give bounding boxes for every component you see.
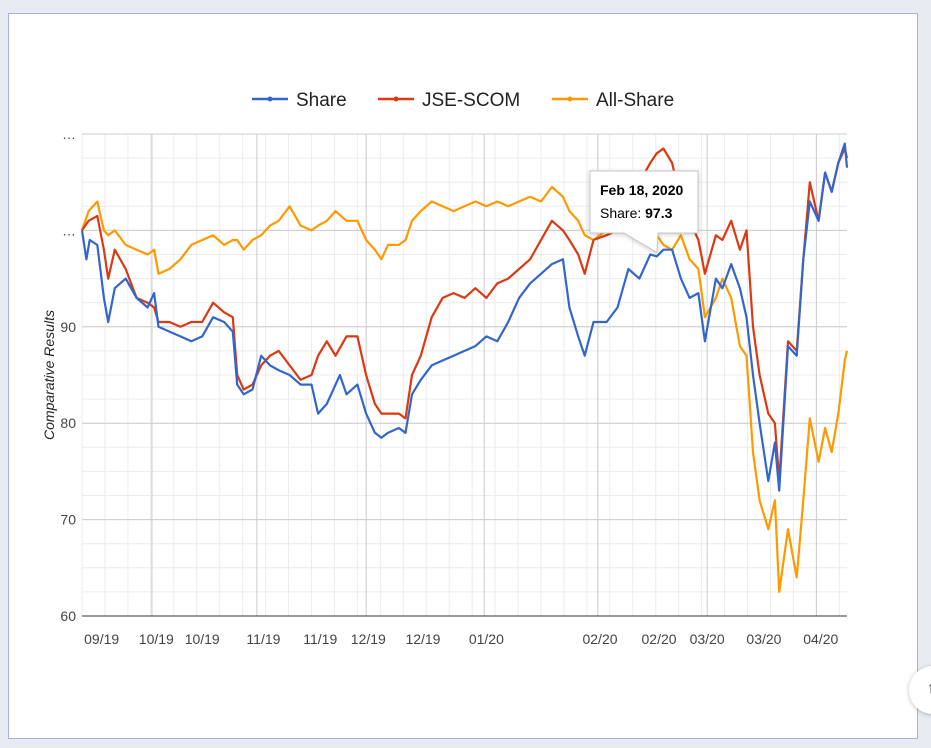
chart-legend: Share JSE-SCOM All-Share	[252, 90, 674, 111]
x-tick-label: 11/19	[303, 631, 337, 647]
chevron-up-icon: ↑	[927, 680, 931, 697]
x-tick-label: 04/20	[803, 631, 838, 647]
x-tick-label: 03/20	[746, 631, 781, 647]
x-tick-label: 02/20	[642, 631, 677, 647]
x-tick-label: 01/20	[469, 631, 504, 647]
chart-tooltip: Feb 18, 2020 Share: 97.3	[589, 170, 699, 254]
x-tick-label: 12/19	[351, 631, 386, 647]
x-axis-ticks: 09/19 10/19 10/19 11/19 11/19 12/19 12/19 01/20…	[84, 631, 838, 647]
y-tick-label: …	[62, 126, 76, 142]
x-tick-label: 12/19	[405, 631, 440, 647]
y-tick-label: 90	[60, 319, 76, 335]
legend-marker	[567, 96, 573, 102]
x-tick-label: 02/20	[582, 631, 617, 647]
series-line-share	[80, 142, 849, 492]
tooltip-series-label: Share: 97.3	[600, 205, 673, 221]
y-axis-label: Comparative Results	[41, 310, 57, 440]
y-axis-ticks: 60 70 80 90 … …	[60, 126, 76, 624]
scroll-to-top-button[interactable]: ↑	[909, 666, 931, 714]
tooltip-value: 97.3	[645, 205, 672, 221]
series-line-jse-scom	[81, 147, 849, 483]
legend-label: JSE-SCOM	[422, 90, 520, 111]
tooltip-date: Feb 18, 2020	[600, 182, 683, 198]
x-tick-label: 09/19	[84, 631, 119, 647]
tooltip-box	[589, 170, 699, 254]
chart-gridlines	[81, 133, 847, 617]
legend-marker	[267, 96, 273, 102]
x-tick-label: 10/19	[139, 631, 174, 647]
y-tick-label: 80	[60, 415, 76, 431]
chart-series	[80, 142, 849, 593]
legend-marker	[393, 96, 399, 102]
x-tick-label: 11/19	[246, 631, 280, 647]
legend-label: Share	[296, 90, 347, 111]
y-tick-label: 70	[60, 512, 76, 528]
x-tick-label: 03/20	[690, 631, 725, 647]
y-tick-label: …	[62, 222, 76, 238]
x-tick-label: 10/19	[185, 631, 220, 647]
legend-label: All-Share	[596, 90, 674, 111]
y-tick-label: 60	[60, 608, 76, 624]
series-line-all-share	[80, 185, 849, 593]
